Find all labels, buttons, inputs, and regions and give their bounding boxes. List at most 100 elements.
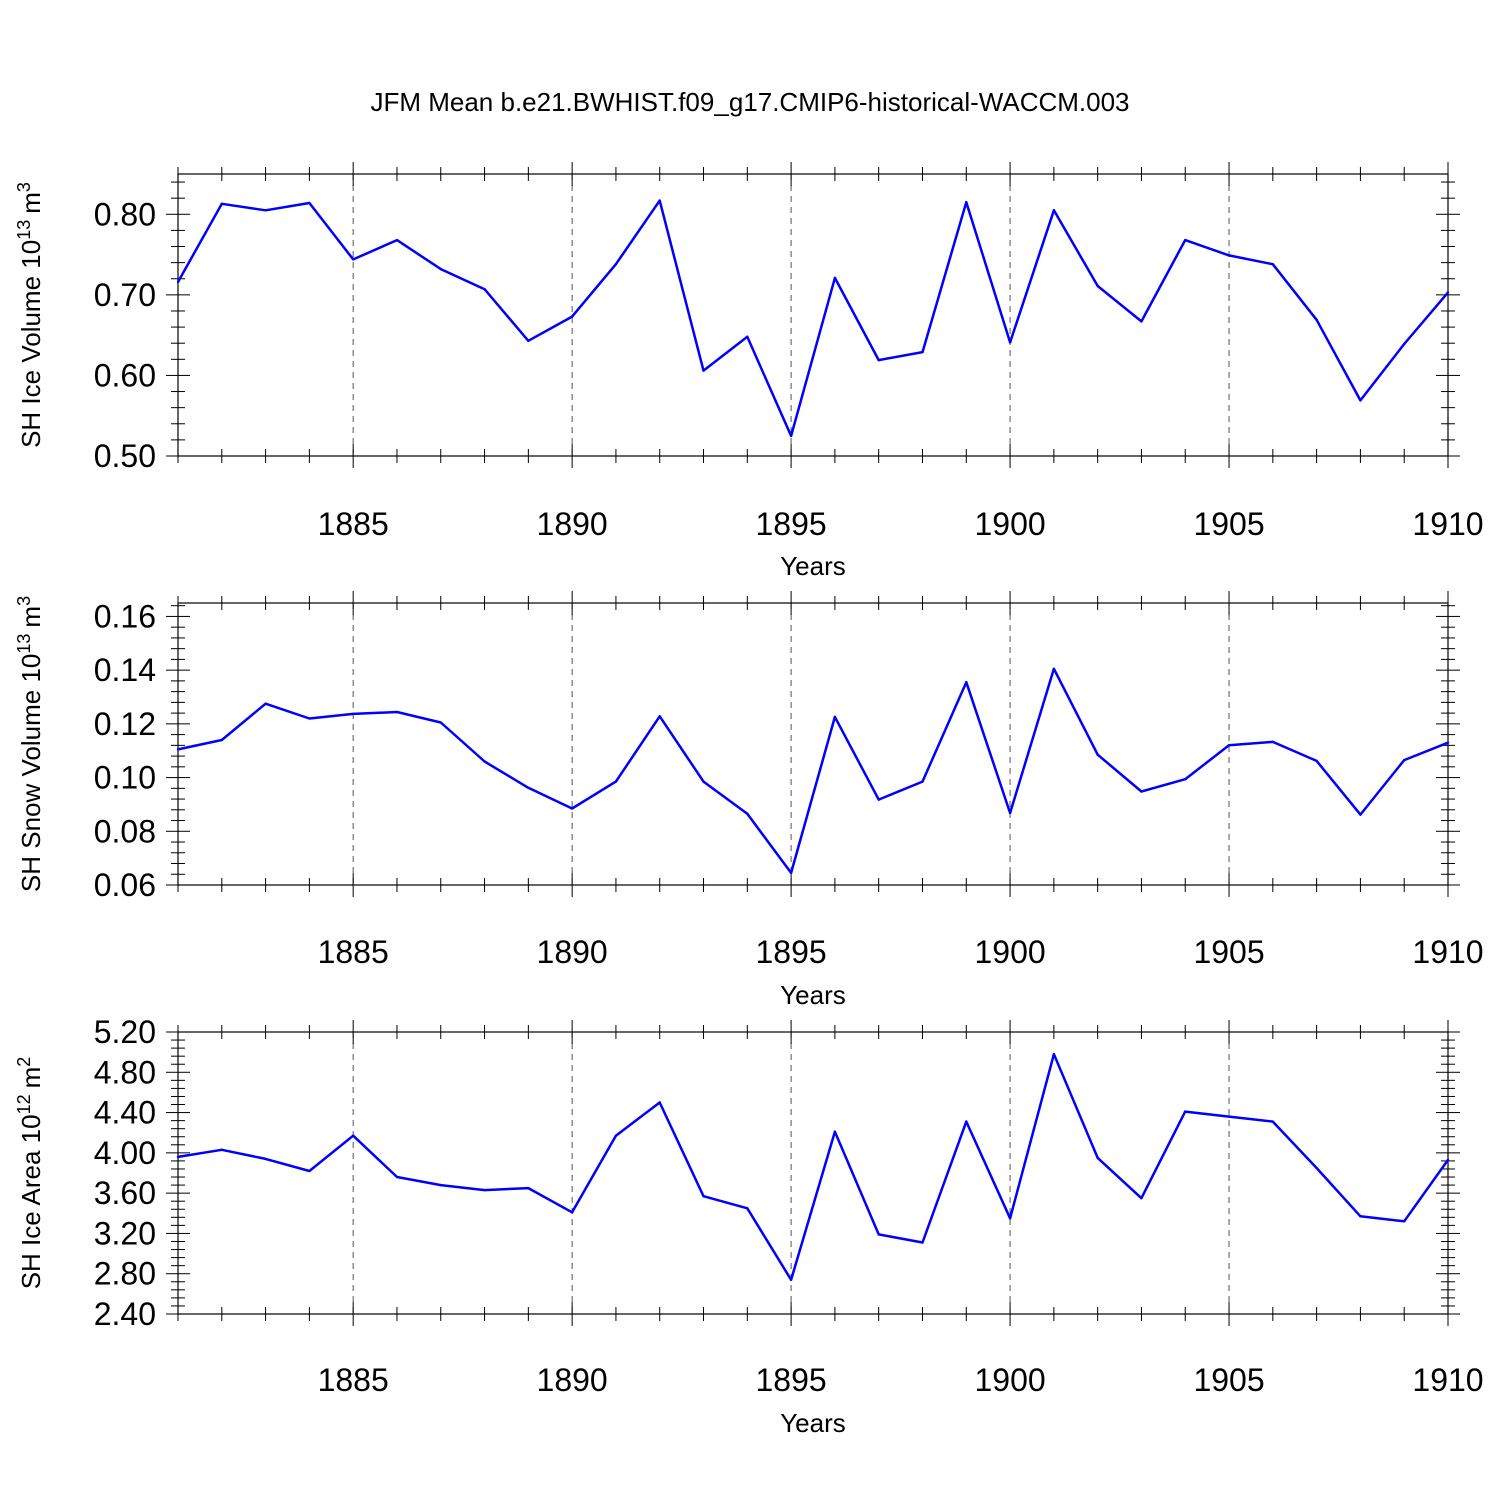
data-point <box>1315 1166 1318 1170</box>
data-point <box>1184 777 1187 781</box>
y-axis-title-unit: m <box>16 1067 46 1089</box>
x-tick-label: 1895 <box>756 506 827 542</box>
data-point <box>220 738 223 742</box>
chart-panel-3: 2.40 2.80 3.20 3.60 4.00 4.40 4.80 5.20 1885 1890… <box>14 1014 1484 1438</box>
data-point <box>833 1130 837 1133</box>
y-tick-label: 4.80 <box>94 1054 156 1090</box>
x-tick-label: 1910 <box>1412 934 1483 970</box>
y-tick-label: 0.16 <box>94 598 156 634</box>
y-tick-label: 0.14 <box>94 652 156 688</box>
y-tick-label: 0.12 <box>94 706 156 742</box>
chart-panel-1: 0.50 0.60 0.70 0.80 1885 1890 1895 1900 1905 1910… <box>14 162 1484 581</box>
data-point <box>1315 759 1318 763</box>
y-tick-label: 0.70 <box>94 277 156 313</box>
data-point <box>308 717 311 720</box>
data-point <box>308 1169 311 1173</box>
y-tick-label: 2.80 <box>94 1256 156 1292</box>
data-point <box>614 263 618 266</box>
data-point <box>570 807 574 810</box>
y-tick-label: 0.80 <box>94 196 156 232</box>
y-axis-title: SH Ice Volume 1013 m3 <box>14 182 46 448</box>
data-point <box>1359 813 1362 816</box>
plot-frame <box>177 173 1449 457</box>
data-point <box>1052 209 1056 212</box>
data-point <box>176 748 180 751</box>
y-axis-title: SH Ice Area 1012 m2 <box>14 1057 46 1290</box>
x-axis-title: Years <box>780 1408 846 1438</box>
data-point <box>658 1101 661 1104</box>
x-tick-label: 1910 <box>1412 506 1483 542</box>
x-tick-label: 1885 <box>318 1362 389 1398</box>
y-axis-title-text: SH Ice Volume 10 <box>16 240 46 448</box>
x-tick-label: 1900 <box>974 1362 1045 1398</box>
data-point <box>1446 291 1450 294</box>
y-axis-title-unit-exponent: 3 <box>14 596 34 606</box>
data-point <box>1227 744 1231 747</box>
data-point <box>439 1183 442 1187</box>
data-point <box>483 1188 486 1192</box>
data-point <box>921 1241 924 1244</box>
data-point <box>351 1134 355 1137</box>
data-point <box>877 798 880 801</box>
data-point <box>1052 667 1056 670</box>
data-point <box>1403 1220 1406 1223</box>
data-point <box>746 1207 749 1210</box>
data-point <box>1008 811 1012 815</box>
x-tick-label: 1890 <box>537 506 608 542</box>
x-axis-title: Years <box>780 980 846 1010</box>
y-axis-title-unit: m <box>16 606 46 628</box>
data-point <box>570 1211 574 1214</box>
x-tick-label: 1905 <box>1193 506 1264 542</box>
data-point <box>702 369 705 372</box>
data-point <box>614 780 618 783</box>
x-tick-label: 1910 <box>1412 1362 1483 1398</box>
x-tick-label: 1895 <box>756 934 827 970</box>
data-point <box>1359 1215 1362 1218</box>
y-tick-label: 0.10 <box>94 760 156 796</box>
data-point <box>1227 1115 1231 1118</box>
data-point <box>570 315 574 318</box>
y-tick-label: 3.20 <box>94 1215 156 1251</box>
data-point <box>1271 1120 1275 1123</box>
data-point <box>965 681 968 684</box>
data-point <box>1315 318 1318 322</box>
data-point <box>1096 753 1099 756</box>
y-tick-label: 3.60 <box>94 1175 156 1211</box>
data-point <box>1140 790 1143 793</box>
data-point <box>1096 284 1099 288</box>
data-point <box>1271 263 1275 266</box>
data-point <box>395 238 399 242</box>
data-point <box>789 1278 793 1281</box>
figure-title: JFM Mean b.e21.BWHIST.f09_g17.CMIP6-hist… <box>370 87 1129 117</box>
y-tick-label: 4.40 <box>94 1095 156 1131</box>
data-point <box>702 1194 705 1198</box>
data-point <box>833 715 837 719</box>
data-point <box>658 199 661 202</box>
data-point <box>439 721 442 724</box>
data-point <box>176 280 180 284</box>
y-axis-title-text: SH Snow Volume 10 <box>16 654 46 892</box>
data-point <box>1446 1158 1450 1162</box>
y-axis-title-unit-exponent: 2 <box>14 1057 34 1067</box>
chart-panel-2: 0.06 0.08 0.10 0.12 0.14 0.16 1885 1890 1895 1900… <box>14 591 1484 1010</box>
y-tick-label: 0.08 <box>94 813 156 849</box>
data-point <box>483 288 486 291</box>
data-point <box>789 434 793 438</box>
series-line <box>177 667 1449 875</box>
data-point <box>483 760 486 763</box>
x-tick-label: 1885 <box>318 934 389 970</box>
y-tick-label: 0.06 <box>94 867 156 903</box>
data-point <box>1008 341 1012 344</box>
y-tick-label: 5.20 <box>94 1014 156 1050</box>
data-point <box>220 202 223 206</box>
data-point <box>264 209 267 212</box>
series-line <box>177 1052 1450 1282</box>
data-point <box>877 1233 880 1236</box>
x-tick-label: 1890 <box>537 934 608 970</box>
data-point <box>1403 342 1406 346</box>
data-point <box>614 1134 618 1137</box>
data-point <box>746 812 749 816</box>
data-point <box>527 339 530 342</box>
